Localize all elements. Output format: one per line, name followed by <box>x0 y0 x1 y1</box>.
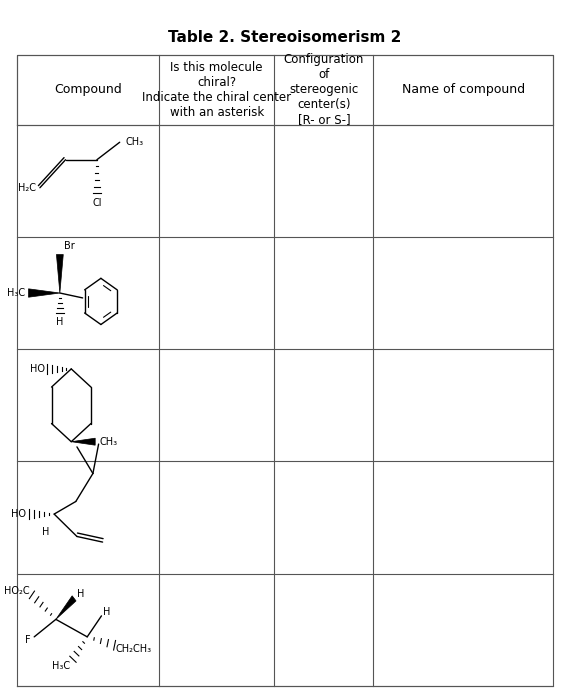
Text: H₂C: H₂C <box>18 183 36 193</box>
Polygon shape <box>28 289 60 298</box>
Text: H: H <box>78 589 84 599</box>
Polygon shape <box>56 596 76 620</box>
Text: H: H <box>104 607 111 617</box>
Text: Cl: Cl <box>92 198 101 208</box>
Text: F: F <box>25 635 30 645</box>
Text: H: H <box>56 317 63 328</box>
Text: HO: HO <box>30 364 44 374</box>
Text: CH₃: CH₃ <box>125 137 144 147</box>
Text: HO: HO <box>11 509 26 519</box>
Text: CH₃: CH₃ <box>100 437 118 447</box>
Text: H₃C: H₃C <box>52 662 71 671</box>
Text: H₃C: H₃C <box>7 288 25 298</box>
Text: CH₂CH₃: CH₂CH₃ <box>115 645 152 654</box>
Text: Configuration
of
stereogenic
center(s)
[R- or S-]: Configuration of stereogenic center(s) [… <box>284 53 364 126</box>
Polygon shape <box>71 438 95 445</box>
Text: Is this molecule
chiral?
Indicate the chiral center
with an asterisk: Is this molecule chiral? Indicate the ch… <box>142 61 291 118</box>
Text: Br: Br <box>64 241 74 251</box>
Text: Table 2. Stereoisomerism 2: Table 2. Stereoisomerism 2 <box>168 30 402 46</box>
Text: H: H <box>43 526 50 537</box>
Text: Compound: Compound <box>54 83 122 96</box>
Polygon shape <box>56 255 63 293</box>
Text: Name of compound: Name of compound <box>402 83 525 96</box>
Text: HO₂C: HO₂C <box>5 586 30 596</box>
